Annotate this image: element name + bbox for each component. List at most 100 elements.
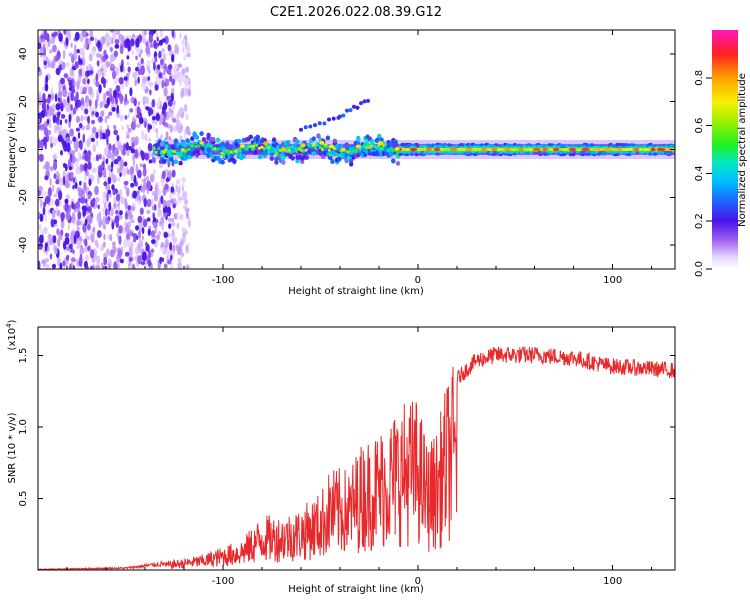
heatmap-noise-cell: [68, 166, 73, 171]
heatmap-signal-cell: [225, 142, 230, 147]
heatmap-branch-cell: [322, 121, 327, 126]
colorbar-gradient: [712, 30, 738, 269]
heatmap-noise-cell: [64, 198, 69, 204]
heatmap-noise-cell: [102, 195, 106, 205]
heatmap-noise-cell: [155, 128, 158, 134]
heatmap-noise-cell: [148, 107, 151, 117]
heatmap-noise-cell: [123, 161, 128, 167]
heatmap-noise-cell: [103, 181, 108, 187]
heatmap-noise-cell: [126, 210, 132, 218]
heatmap-noise-cell: [175, 123, 181, 131]
heatmap-noise-cell: [115, 140, 119, 147]
heatmap-noise-cell: [165, 131, 169, 140]
heatmap-signal-core: [208, 144, 214, 148]
heatmap-hotspot: [425, 147, 432, 152]
heatmap-signal-cell: [580, 153, 585, 156]
svg-text:(x104): (x104): [5, 319, 18, 350]
heatmap-noise-cell: [187, 88, 192, 97]
heatmap-noise-cell: [83, 174, 88, 181]
heatmap-signal-cell: [631, 150, 637, 154]
heatmap-noise-cell: [113, 261, 118, 269]
heatmap-noise-cell: [144, 133, 148, 142]
heatmap-noise-cell: [186, 52, 191, 58]
heatmap-noise-cell: [166, 254, 169, 262]
heatmap-noise-cell: [85, 38, 89, 49]
x-tick-label: 0: [415, 275, 421, 286]
heatmap-signal-cell: [487, 145, 492, 148]
heatmap-noise-cell: [80, 196, 86, 204]
heatmap-noise-cell: [72, 107, 77, 115]
heatmap-signal-cell: [650, 144, 655, 147]
heatmap-signal-cell: [377, 133, 382, 139]
heatmap-noise-cell: [83, 260, 88, 269]
heatmap-noise-cell: [87, 223, 91, 231]
y-tick-label: 0.5: [18, 491, 29, 507]
heatmap-noise-cell: [77, 132, 81, 139]
heatmap-noise-cell: [135, 123, 141, 128]
heatmap-noise-cell: [104, 146, 108, 157]
heatmap-noise-cell: [183, 55, 187, 61]
heatmap-signal-cell: [603, 151, 609, 155]
heatmap-noise-cell: [97, 174, 100, 185]
heatmap-noise-cell: [113, 129, 118, 136]
heatmap-noise-cell: [186, 211, 189, 219]
heatmap-noise-cell: [102, 63, 108, 74]
heatmap-noise-cell: [42, 43, 46, 54]
heatmap-hotspot: [329, 144, 334, 149]
heatmap-noise-cell: [151, 116, 157, 121]
heatmap-noise-cell: [44, 110, 48, 117]
heatmap-noise-cell: [115, 30, 121, 36]
heatmap-noise-cell: [107, 216, 111, 222]
heatmap-noise-cell: [62, 49, 66, 60]
heatmap-noise-cell: [172, 236, 178, 244]
heatmap-noise-cell: [126, 187, 130, 197]
heatmap-noise-cell: [109, 93, 113, 102]
heatmap-noise-cell: [90, 233, 95, 243]
heatmap-noise-cell: [107, 263, 111, 269]
heatmap-noise-cell: [116, 134, 120, 142]
heatmap-signal-cell: [414, 153, 419, 157]
heatmap-noise-cell: [58, 32, 63, 43]
heatmap-signal-cell: [589, 143, 595, 147]
heatmap-noise-cell: [57, 90, 63, 99]
heatmap-noise-cell: [58, 86, 62, 92]
heatmap-noise-cell: [123, 238, 128, 249]
heatmap-noise-cell: [145, 241, 148, 247]
heatmap-noise-cell: [59, 119, 63, 126]
heatmap-noise-cell: [153, 40, 157, 49]
heatmap-signal-cell: [185, 138, 190, 144]
heatmap-noise-cell: [88, 53, 93, 62]
heatmap-noise-cell: [176, 71, 182, 78]
heatmap-noise-cell: [165, 247, 171, 256]
heatmap-noise-cell: [92, 226, 96, 233]
heatmap-signal-cell: [269, 156, 274, 162]
heatmap-noise-cell: [135, 163, 139, 174]
heatmap-noise-cell: [72, 184, 75, 190]
heatmap-noise-cell: [121, 167, 127, 177]
heatmap-noise-cell: [38, 185, 43, 191]
heatmap-noise-cell: [183, 191, 188, 200]
heatmap-branch-cell: [341, 113, 346, 118]
heatmap-noise-cell: [118, 225, 123, 234]
heatmap-noise-cell: [62, 260, 66, 267]
heatmap-signal-cell: [300, 159, 305, 165]
heatmap-signal-cell: [281, 155, 286, 161]
heatmap-signal-cell: [508, 153, 513, 157]
heatmap-noise-cell: [70, 230, 75, 240]
heatmap-noise-cell: [38, 197, 42, 202]
heatmap-noise-cell: [188, 221, 191, 228]
heatmap-branch-cell: [303, 125, 308, 130]
heatmap-noise-cell: [50, 218, 55, 228]
heatmap-noise-cell: [62, 89, 67, 98]
heatmap-noise-cell: [66, 142, 71, 153]
heatmap-noise-cell: [95, 111, 99, 118]
heatmap-noise-cell: [119, 258, 124, 264]
heatmap-noise-cell: [50, 142, 53, 148]
heatmap-signal-cell: [220, 159, 225, 165]
heatmap-branch-cell: [352, 104, 356, 109]
heatmap-noise-cell: [151, 30, 157, 34]
heatmap-signal-cell: [285, 140, 291, 145]
heatmap-noise-cell: [74, 61, 79, 69]
heatmap-noise-cell: [62, 98, 67, 109]
heatmap-noise-cell: [163, 116, 166, 126]
